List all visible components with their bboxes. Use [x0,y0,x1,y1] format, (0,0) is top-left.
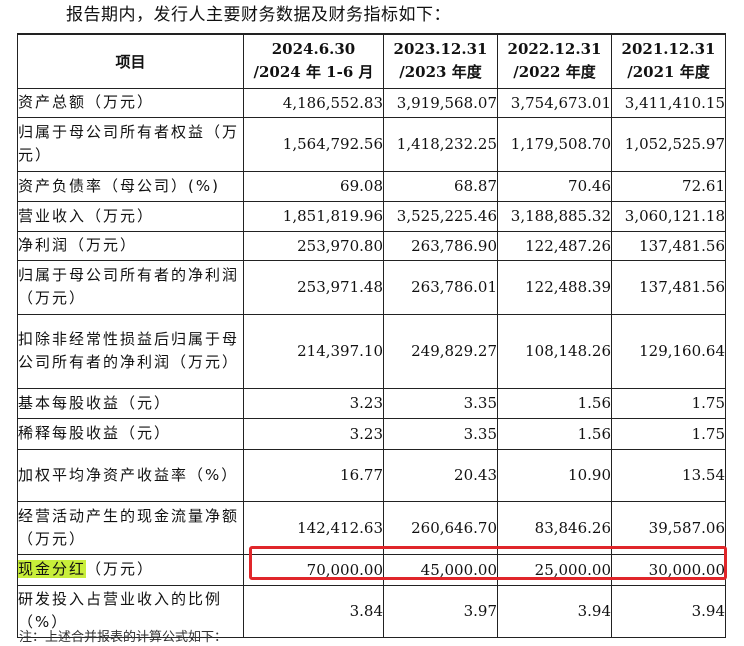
row-value: 129,160.64 [611,313,726,389]
header-period-range: /2022 年度 [513,63,596,82]
table-row: 营业收入（万元） 1,851,819.96 3,525,225.46 3,188… [17,200,726,232]
row-value: 214,397.10 [243,313,384,389]
row-label: 资产总额（万元） [17,87,244,118]
row-value: 3.97 [383,584,498,638]
row-value: 3,919,568.07 [383,87,498,118]
table-header-row: 项目 2024.6.30/2024 年 1-6 月 2023.12.31/202… [17,33,726,89]
row-value: 1,179,508.70 [497,116,612,172]
row-value: 3,411,410.15 [611,87,726,118]
financial-table: 项目 2024.6.30/2024 年 1-6 月 2023.12.31/202… [17,33,726,638]
row-value: 142,412.63 [243,500,384,555]
row-value: 45,000.00 [383,553,498,586]
row-value: 1.56 [497,387,612,419]
row-value: 253,971.48 [243,259,384,315]
row-value: 3,188,885.32 [497,200,612,232]
row-value: 3.94 [611,584,726,638]
row-value: 1.75 [611,387,726,419]
row-value: 1,851,819.96 [243,200,384,232]
row-value: 39,587.06 [611,500,726,555]
intro-text: 报告期内，发行人主要财务数据及财务指标如下： [66,5,451,25]
row-label: 加权平均净资产收益率（%） [17,448,244,502]
header-period-date: 2022.12.31 [507,40,602,59]
row-value: 137,481.56 [611,259,726,315]
row-value: 3.23 [243,387,384,419]
header-period-2022: 2022.12.31/2022 年度 [497,33,612,89]
table-row: 基本每股收益（元） 3.23 3.35 1.56 1.75 [17,387,726,419]
row-value: 69.08 [243,170,384,202]
row-label-unit: （万元） [86,560,155,578]
row-label: 净利润（万元） [17,230,244,261]
table-row: 归属于母公司所有者权益（万元） 1,564,792.56 1,418,232.2… [17,116,726,172]
table-row: 扣除非经常性损益后归属于母公司所有者的净利润（万元） 214,397.10 24… [17,313,726,389]
row-label: 营业收入（万元） [17,200,244,232]
header-period-2023: 2023.12.31/2023 年度 [383,33,498,89]
table-row: 经营活动产生的现金流量净额（万元） 142,412.63 260,646.70 … [17,500,726,555]
header-period-2024h1: 2024.6.30/2024 年 1-6 月 [243,33,384,89]
table-row: 资产总额（万元） 4,186,552.83 3,919,568.07 3,754… [17,87,726,118]
row-value: 1.56 [497,417,612,450]
row-label: 归属于母公司所有者权益（万元） [17,116,244,172]
row-value: 3,525,225.46 [383,200,498,232]
row-value: 13.54 [611,448,726,502]
row-value: 20.43 [383,448,498,502]
header-period-range: /2023 年度 [399,63,482,82]
row-label: 稀释每股收益（元） [17,417,244,450]
row-value: 25,000.00 [497,553,612,586]
row-value: 70.46 [497,170,612,202]
row-value: 1,564,792.56 [243,116,384,172]
row-value: 253,970.80 [243,230,384,261]
table-row: 加权平均净资产收益率（%） 16.77 20.43 10.90 13.54 [17,448,726,502]
row-value: 30,000.00 [611,553,726,586]
row-value: 122,488.39 [497,259,612,315]
header-period-date: 2023.12.31 [393,40,488,59]
row-value: 68.87 [383,170,498,202]
row-value: 16.77 [243,448,384,502]
row-label: 研发投入占营业收入的比例（%） [17,584,244,638]
row-label: 基本每股收益（元） [17,387,244,419]
row-value: 3,754,673.01 [497,87,612,118]
header-period-2021: 2021.12.31/2021 年度 [611,33,726,89]
row-value: 4,186,552.83 [243,87,384,118]
highlighted-text: 现金分红 [18,560,87,578]
row-label: 归属于母公司所有者的净利润（万元） [17,259,244,315]
row-value: 108,148.26 [497,313,612,389]
row-value: 1,052,525.97 [611,116,726,172]
row-label: 现金分红（万元） [17,553,244,586]
row-value: 70,000.00 [243,553,384,586]
row-value: 3.94 [497,584,612,638]
table-row-cash-dividend: 现金分红（万元） 70,000.00 45,000.00 25,000.00 3… [17,553,726,586]
table-row: 净利润（万元） 253,970.80 263,786.90 122,487.26… [17,230,726,261]
table-row: 归属于母公司所有者的净利润（万元） 253,971.48 263,786.01 … [17,259,726,315]
table-row: 资产负债率（母公司）(%) 69.08 68.87 70.46 72.61 [17,170,726,202]
header-period-date: 2021.12.31 [621,40,716,59]
row-value: 263,786.90 [383,230,498,261]
header-item: 项目 [17,33,244,89]
row-label: 经营活动产生的现金流量净额（万元） [17,500,244,555]
header-period-range: /2024 年 1-6 月 [253,63,374,82]
row-value: 3.35 [383,417,498,450]
row-value: 83,846.26 [497,500,612,555]
row-value: 1,418,232.25 [383,116,498,172]
row-value: 3.35 [383,387,498,419]
row-value: 249,829.27 [383,313,498,389]
row-label: 资产负债率（母公司）(%) [17,170,244,202]
row-value: 10.90 [497,448,612,502]
row-value: 3,060,121.18 [611,200,726,232]
row-value: 122,487.26 [497,230,612,261]
table-row: 稀释每股收益（元） 3.23 3.35 1.56 1.75 [17,417,726,450]
row-label: 扣除非经常性损益后归属于母公司所有者的净利润（万元） [17,313,244,389]
table-row: 研发投入占营业收入的比例（%） 3.84 3.97 3.94 3.94 [17,584,726,638]
header-period-date: 2024.6.30 [271,40,356,59]
row-value: 260,646.70 [383,500,498,555]
row-value: 1.75 [611,417,726,450]
row-value: 263,786.01 [383,259,498,315]
row-value: 72.61 [611,170,726,202]
header-period-range: /2021 年度 [627,63,710,82]
row-value: 137,481.56 [611,230,726,261]
row-value: 3.84 [243,584,384,638]
row-value: 3.23 [243,417,384,450]
footnote: 注：上述合并报表的计算公式如下： [19,630,228,645]
